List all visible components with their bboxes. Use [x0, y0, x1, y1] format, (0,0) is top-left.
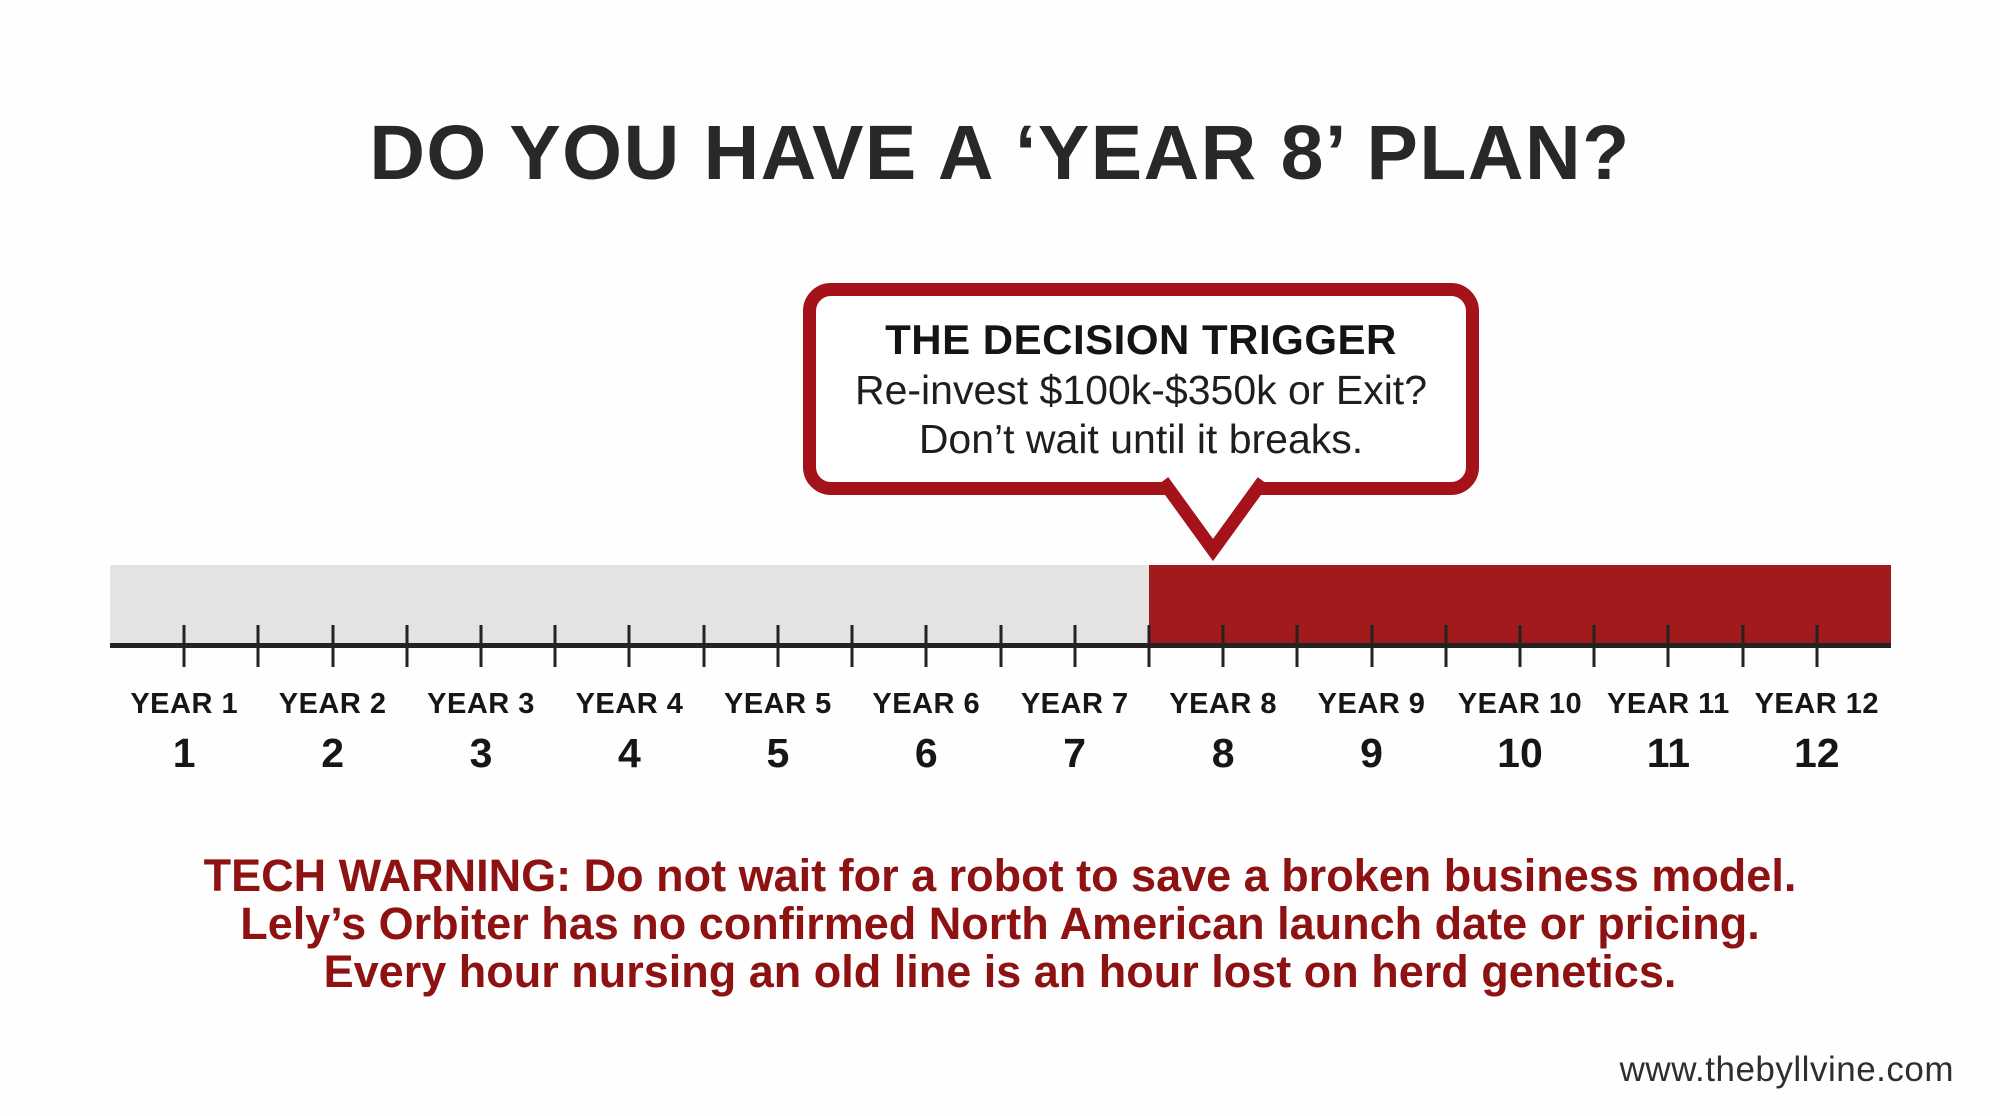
page-title: DO YOU HAVE A ‘YEAR 8’ PLAN? — [369, 110, 1631, 196]
year-label-text: YEAR 9 — [1317, 688, 1426, 720]
callout-heading: THE DECISION TRIGGER — [885, 316, 1397, 363]
year-label: YEAR 12 12 — [1755, 688, 1879, 777]
year-label-text: YEAR 5 — [723, 688, 832, 720]
year-label-text: YEAR 4 — [575, 688, 684, 720]
year-label-text: YEAR 7 — [1020, 688, 1129, 720]
year-label-text: YEAR 8 — [1169, 688, 1278, 720]
year-label: YEAR 10 10 — [1458, 688, 1582, 777]
year-label-text: YEAR 6 — [872, 688, 981, 720]
year-label-text: YEAR 2 — [278, 688, 387, 720]
year-labels-row: YEAR 1 1 YEAR 2 2 YEAR 3 3 YEAR 4 4 YEAR 5 5 YEAR … — [110, 688, 1891, 778]
year-label-text: YEAR 12 — [1754, 688, 1879, 720]
callout-line-1: Re-invest $100k-$350k or Exit? — [854, 367, 1428, 413]
year-label-text: YEAR 11 — [1606, 688, 1730, 720]
warning-line: Lely’s Orbiter has no confirmed North Am… — [240, 898, 1760, 949]
speech-bubble-tail-icon — [1157, 477, 1269, 562]
year-label: YEAR 8 8 — [1169, 688, 1277, 777]
callout-line-2: Don’t wait until it breaks. — [918, 416, 1364, 462]
tech-warning-text: TECH WARNING: Do not wait for a robot to… — [0, 852, 2000, 996]
year-label: YEAR 3 3 — [427, 688, 535, 777]
year-number: 3 — [469, 730, 493, 776]
year-label-text: YEAR 1 — [130, 688, 239, 720]
year-number: 2 — [321, 730, 345, 776]
timeline-baseline — [110, 643, 1891, 648]
year-label: YEAR 4 4 — [576, 688, 684, 777]
year-label: YEAR 1 1 — [130, 688, 238, 777]
year-label-text: YEAR 3 — [427, 688, 535, 720]
year-number: 9 — [1360, 730, 1383, 776]
year-number: 4 — [618, 730, 641, 776]
warning-line: Every hour nursing an old line is an hou… — [323, 946, 1677, 997]
timeline-red-segment — [1148, 565, 1891, 647]
year-label: YEAR 2 2 — [279, 688, 387, 777]
year-label: YEAR 5 5 — [724, 688, 832, 777]
timeline-bar — [110, 565, 1891, 647]
year-label: YEAR 6 6 — [872, 688, 980, 777]
year-label: YEAR 7 7 — [1021, 688, 1129, 777]
year-number: 1 — [172, 730, 196, 776]
year-number: 11 — [1646, 730, 1691, 776]
decision-trigger-callout: THE DECISION TRIGGER Re-invest $100k-$35… — [803, 283, 1479, 495]
year-label-text: YEAR 10 — [1457, 688, 1583, 720]
year-number: 10 — [1497, 730, 1543, 776]
year-number: 12 — [1793, 730, 1840, 776]
warning-line: TECH WARNING: Do not wait for a robot to… — [203, 850, 1797, 901]
year-label: YEAR 11 11 — [1607, 688, 1730, 777]
year-number: 8 — [1211, 730, 1235, 776]
year-number: 7 — [1063, 730, 1087, 776]
year-number: 6 — [914, 730, 938, 776]
year-label: YEAR 9 9 — [1318, 688, 1426, 777]
website-url: www.thebyllvine.com — [1619, 1050, 1954, 1089]
year-number: 5 — [766, 730, 790, 776]
